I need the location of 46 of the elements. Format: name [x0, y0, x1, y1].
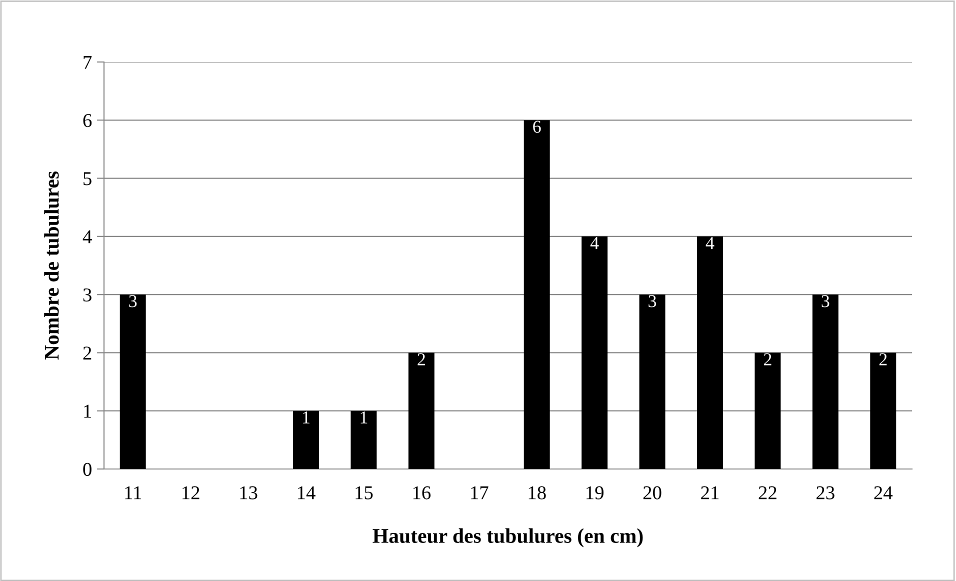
x-tick-label: 24	[874, 486, 893, 500]
data-label: 3	[822, 295, 830, 308]
data-label: 2	[418, 353, 425, 366]
x-tick-label: 13	[240, 486, 258, 500]
data-label: 6	[533, 120, 541, 133]
y-axis-title: Nombre de tubulures	[44, 171, 59, 360]
data-label: 4	[706, 237, 714, 249]
data-label: 3	[129, 295, 137, 308]
bar	[639, 294, 666, 469]
x-tick-label: 21	[701, 486, 719, 500]
y-tick-label: 1	[84, 404, 92, 418]
bar	[350, 410, 377, 469]
x-axis-title: Hauteur des tubulures (en cm)	[372, 528, 643, 548]
bar	[524, 120, 550, 469]
x-tick-label: 14	[298, 486, 316, 500]
bar	[870, 352, 896, 469]
y-tick-label: 2	[83, 346, 92, 360]
bar	[582, 236, 608, 469]
x-tick-label: 15	[356, 486, 373, 500]
y-tick-label: 4	[82, 230, 92, 244]
x-tick-label: 18	[528, 486, 546, 500]
bar	[754, 352, 781, 469]
bar	[697, 236, 723, 469]
bar	[812, 294, 838, 469]
data-label: 3	[648, 295, 656, 308]
y-tick-label: 5	[84, 172, 92, 186]
x-tick-label: 22	[758, 486, 776, 500]
y-tick-label: 6	[83, 114, 92, 128]
data-label: 1	[303, 411, 310, 424]
bar	[293, 410, 319, 469]
x-tick-label: 20	[643, 486, 662, 500]
y-tick-label: 0	[83, 462, 92, 476]
bar	[408, 352, 434, 469]
x-tick-label: 12	[182, 486, 200, 500]
data-label: 1	[360, 411, 368, 424]
y-tick-label: 3	[83, 288, 92, 302]
x-tick-label: 16	[413, 486, 431, 500]
y-tick-label: 7	[84, 56, 92, 69]
x-tick-label: 17	[471, 486, 488, 500]
x-tick-label: 23	[816, 486, 834, 500]
data-label: 2	[879, 353, 887, 366]
x-tick-label: 11	[125, 486, 142, 500]
data-label: 2	[764, 353, 772, 366]
data-label: 4	[590, 237, 599, 249]
x-tick-label: 19	[586, 486, 604, 500]
bar	[120, 294, 146, 469]
